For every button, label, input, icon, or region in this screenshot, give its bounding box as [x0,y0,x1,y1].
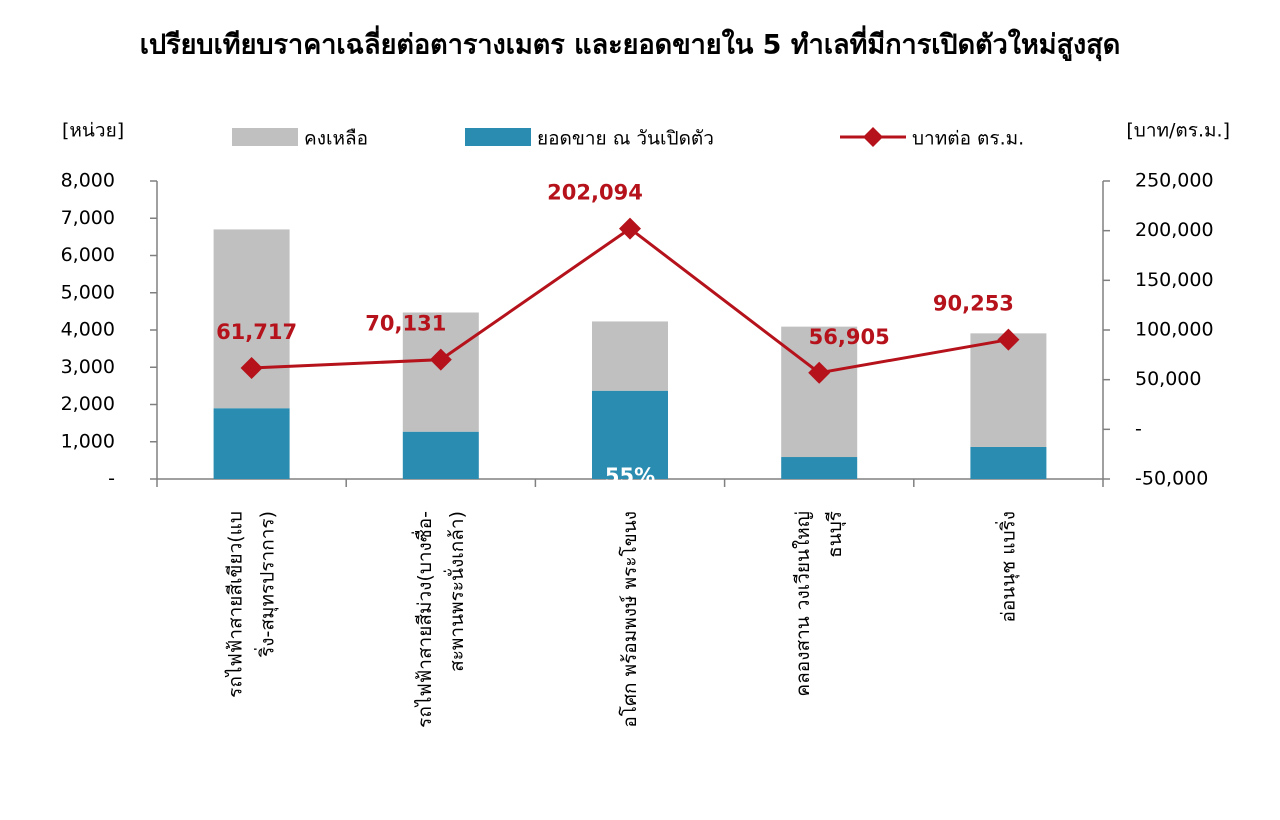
bar [781,457,858,479]
x-tick-label: คลองสาน วงเวียนใหญ่ ธนบุรี [792,511,847,697]
bar [592,390,668,479]
bar [402,312,479,432]
y-axis-label: [หน่วย] [62,120,124,142]
bar [402,431,479,479]
legend-label: บาทต่อ ตร.ม. [912,128,1024,150]
data-label: 56,905 [809,325,890,349]
x-tick-label: รถไฟฟ้าสายสีม่วง(บางซื่อ- สะพานพระนั่งเกล… [410,511,467,728]
legend-swatch [465,128,531,146]
x-tick-label: รถไฟฟ้าสายสีเขียว(แบ ริ่ง-สมุทรปราการ) [224,511,279,698]
y2-axis-label: [บาท/ตร.ม.] [1126,120,1230,142]
y-tick-label: 3,000 [61,356,115,378]
y-tick-label: 1,000 [61,430,115,452]
bar [213,229,290,409]
data-label: 70,131 [365,312,446,336]
bar [970,333,1047,447]
bar [592,321,668,391]
y2-tick-label: 50,000 [1135,368,1201,390]
y-tick-label: 5,000 [61,281,115,303]
data-label: 90,253 [933,292,1014,316]
line-marker [619,217,641,240]
y2-tick-label: 150,000 [1135,269,1214,291]
y2-tick-label: 100,000 [1135,319,1214,341]
y2-tick-label: - [1135,418,1142,440]
y-tick-label: - [108,468,115,490]
x-tick-label: อโศก พร้อมพงษ์ พระโขนง [618,511,641,728]
y-tick-label: 7,000 [61,207,115,229]
bar [781,326,858,458]
y2-tick-label: 250,000 [1135,170,1214,192]
y-tick-label: 4,000 [61,319,115,341]
y2-tick-label: 200,000 [1135,219,1214,241]
legend-label: คงเหลือ [304,128,368,150]
legend-label: ยอดขาย ณ วันเปิดตัว [537,128,714,150]
y2-tick-label: -50,000 [1135,468,1208,490]
x-tick-label: อ่อนนุช แบริ่ง [994,511,1020,623]
data-label: 202,094 [547,181,643,205]
annotation: 55% [605,464,655,488]
y-tick-label: 6,000 [61,244,115,266]
y-tick-label: 8,000 [61,170,115,192]
bar [970,446,1047,479]
line-marker [429,348,452,371]
y-tick-label: 2,000 [61,393,115,415]
bar [213,408,290,479]
line-marker [997,328,1020,351]
legend-swatch [863,127,883,147]
line-marker [240,357,263,380]
line-marker [808,361,831,384]
legend-swatch [232,128,298,146]
data-label: 61,717 [216,320,297,344]
chart-title: เปรียบเทียบราคาเฉลี่ยต่อตารางเมตร และยอด… [140,25,1121,62]
